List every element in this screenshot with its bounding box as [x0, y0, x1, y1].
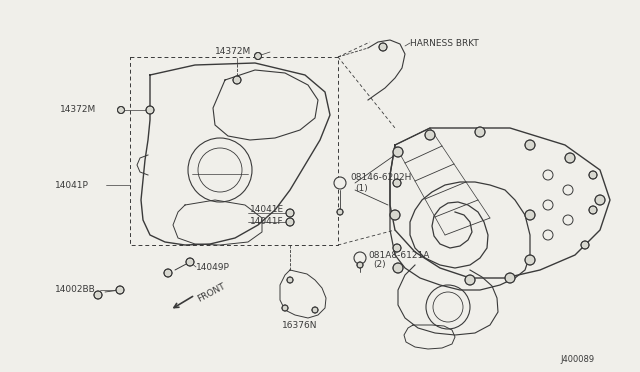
- Circle shape: [595, 195, 605, 205]
- Circle shape: [164, 269, 172, 277]
- Text: (1): (1): [355, 183, 368, 192]
- Text: 16376N: 16376N: [282, 321, 317, 330]
- Text: B: B: [357, 255, 363, 261]
- Text: FRONT: FRONT: [196, 282, 227, 304]
- Text: 08146-6202H: 08146-6202H: [350, 173, 412, 183]
- Circle shape: [505, 273, 515, 283]
- Text: 14041E: 14041E: [250, 205, 284, 215]
- Circle shape: [282, 305, 288, 311]
- Circle shape: [286, 218, 294, 226]
- Text: 14372M: 14372M: [215, 48, 252, 57]
- Circle shape: [312, 307, 318, 313]
- Circle shape: [525, 210, 535, 220]
- Circle shape: [287, 277, 293, 283]
- Circle shape: [379, 43, 387, 51]
- Circle shape: [525, 140, 535, 150]
- Circle shape: [354, 252, 366, 264]
- Text: 14041P: 14041P: [55, 180, 89, 189]
- Circle shape: [393, 179, 401, 187]
- Circle shape: [475, 127, 485, 137]
- Circle shape: [357, 262, 363, 268]
- Circle shape: [337, 209, 343, 215]
- Circle shape: [393, 244, 401, 252]
- Text: 081A8-6121A: 081A8-6121A: [368, 250, 429, 260]
- Text: 14041F: 14041F: [250, 218, 284, 227]
- Text: (2): (2): [373, 260, 386, 269]
- Circle shape: [393, 147, 403, 157]
- Circle shape: [116, 286, 124, 294]
- Circle shape: [255, 52, 262, 60]
- Circle shape: [233, 76, 241, 84]
- Circle shape: [581, 241, 589, 249]
- Circle shape: [589, 171, 597, 179]
- Circle shape: [94, 291, 102, 299]
- Circle shape: [334, 177, 346, 189]
- Circle shape: [393, 263, 403, 273]
- Circle shape: [146, 106, 154, 114]
- Text: HARNESS BRKT: HARNESS BRKT: [410, 38, 479, 48]
- Text: 14002BB: 14002BB: [55, 285, 96, 295]
- Circle shape: [186, 258, 194, 266]
- Text: B: B: [337, 180, 342, 186]
- Text: J400089: J400089: [561, 356, 595, 365]
- Circle shape: [118, 106, 125, 113]
- Circle shape: [425, 130, 435, 140]
- Circle shape: [465, 275, 475, 285]
- Circle shape: [565, 153, 575, 163]
- Text: 14372M: 14372M: [60, 106, 96, 115]
- Circle shape: [390, 210, 400, 220]
- Text: 14049P: 14049P: [196, 263, 230, 272]
- Circle shape: [525, 255, 535, 265]
- Circle shape: [589, 206, 597, 214]
- Circle shape: [286, 209, 294, 217]
